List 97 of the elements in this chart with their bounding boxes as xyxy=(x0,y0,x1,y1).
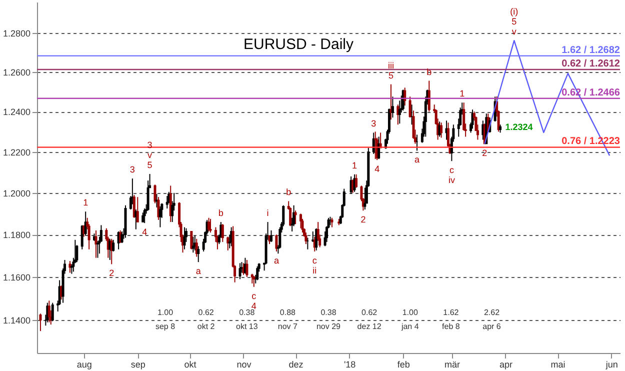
y-tick-label: 1.2200 xyxy=(2,147,30,158)
candlestick xyxy=(68,260,72,274)
candlestick xyxy=(226,236,230,251)
candlestick xyxy=(48,300,50,323)
y-tick-label: 1.2800 xyxy=(2,28,30,38)
annotation: i xyxy=(266,208,269,218)
annotation: v xyxy=(148,150,153,160)
y-tick-label: 1.2000 xyxy=(2,188,30,198)
candlestick xyxy=(190,230,193,250)
annotation: 4 xyxy=(251,300,256,311)
ref-line-label: 1.62 / 1.2682 xyxy=(562,44,620,56)
y-tick-label: 1.1600 xyxy=(2,272,30,283)
candlestick xyxy=(294,210,297,225)
annotation: nov 29 xyxy=(316,322,342,331)
annotation: 1.2324 xyxy=(505,122,533,132)
x-tick-label: apr xyxy=(499,360,512,370)
candlestick xyxy=(404,87,406,106)
annotation: v xyxy=(512,26,517,37)
annotation: 0.88 xyxy=(280,308,296,317)
annotation: dez 12 xyxy=(357,322,382,331)
x-tick-label: mär xyxy=(444,360,460,370)
annotation: 1 xyxy=(83,198,88,208)
annotation: 1 xyxy=(460,88,465,99)
annotation: 1.00 xyxy=(402,308,418,317)
annotation: 2 xyxy=(482,148,488,158)
x-tick-label: sep xyxy=(130,360,146,370)
annotation: a xyxy=(196,266,201,276)
annotation: 4 xyxy=(142,227,148,238)
candlestick xyxy=(396,104,400,126)
x-tick-label: dez xyxy=(288,360,304,370)
annotation: 5 xyxy=(147,160,152,170)
annotation: feb 8 xyxy=(442,322,460,331)
annotation: a xyxy=(414,154,420,165)
x-tick-label: feb xyxy=(397,360,410,370)
y-tick-label: 1.1400 xyxy=(2,316,30,326)
candlestick xyxy=(143,208,146,224)
candlestick xyxy=(208,217,210,232)
x-tick-label: okt xyxy=(184,360,197,370)
candlestick xyxy=(51,302,54,322)
candlestick xyxy=(440,122,443,138)
candlestick xyxy=(304,232,308,245)
candlestick xyxy=(39,313,42,332)
annotation: 5 xyxy=(512,16,517,27)
annotation: iv xyxy=(448,175,456,186)
y-tick-label: 1.1800 xyxy=(2,230,30,240)
annotation: b xyxy=(286,187,292,198)
annotation: 1 xyxy=(352,160,358,170)
annotation: 2.62 xyxy=(484,308,500,317)
annotation: jan 4 xyxy=(400,322,420,331)
y-tick-label: 1.2600 xyxy=(2,67,30,78)
candlestick xyxy=(238,262,242,280)
annotation: 0.62 xyxy=(198,308,214,317)
annotation: 2 xyxy=(109,268,114,278)
candlestick xyxy=(209,218,212,233)
candlestick xyxy=(246,259,248,278)
annotation: 2 xyxy=(360,214,366,225)
annotation: 0.62 xyxy=(362,308,378,317)
candlestick xyxy=(256,266,259,281)
x-tick-label: aug xyxy=(76,360,92,370)
x-tick-label: '18 xyxy=(344,360,356,370)
annotation: ii xyxy=(312,265,317,276)
candlestick xyxy=(96,240,99,258)
candlestick xyxy=(183,226,186,250)
candlestick xyxy=(142,212,144,223)
annotation: 4 xyxy=(374,164,380,174)
annotation: okt 2 xyxy=(197,322,216,331)
annotation: 3 xyxy=(130,164,135,174)
x-tick-label: jun xyxy=(604,360,618,370)
annotation: b xyxy=(218,208,224,218)
candlestick xyxy=(158,206,162,228)
annotation: 1.00 xyxy=(157,308,174,317)
text: EURUSD - Daily xyxy=(243,36,354,53)
candlestick xyxy=(250,273,254,284)
annotation: c xyxy=(252,290,257,301)
annotation: 5 xyxy=(388,70,394,80)
candlestick xyxy=(364,187,366,210)
annotation: apr 6 xyxy=(482,322,502,331)
annotation: nov 7 xyxy=(278,322,298,331)
annotation: c xyxy=(312,255,318,266)
candlestick xyxy=(275,234,278,252)
annotation: c xyxy=(449,165,454,176)
x-tick-label: mai xyxy=(550,360,566,370)
candlestick xyxy=(136,196,139,223)
y-tick-label: 1.2400 xyxy=(2,107,30,118)
candlestick xyxy=(221,224,224,242)
candlestick xyxy=(299,213,302,229)
annotation: iii xyxy=(388,60,394,70)
annotation: 0.38 xyxy=(239,308,256,317)
annotation: a xyxy=(274,255,279,266)
annotation: (i) xyxy=(510,6,518,17)
annotation: okt 13 xyxy=(236,322,258,331)
annotation: 3 xyxy=(371,118,376,129)
annotation: sep 8 xyxy=(155,322,176,331)
ref-line-label: 0.62 / 1.2612 xyxy=(562,58,620,70)
annotation: 1.62 xyxy=(443,308,460,317)
x-tick-label: nov xyxy=(236,360,252,370)
annotation: 0.38 xyxy=(320,308,337,317)
